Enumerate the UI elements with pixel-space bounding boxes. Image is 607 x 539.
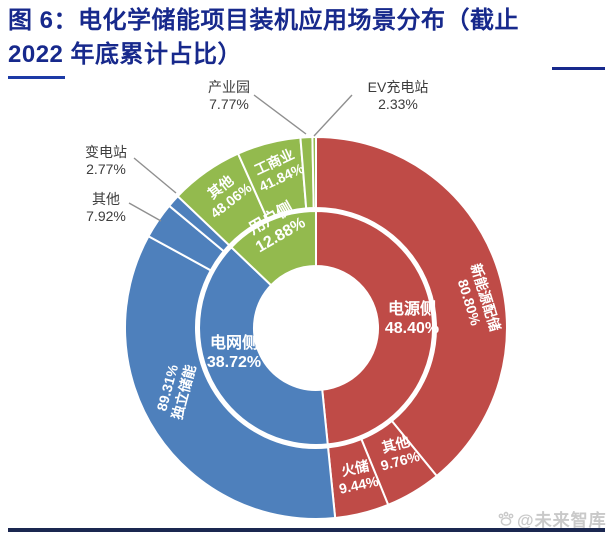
callout-industrial-park: 产业园 7.77% (208, 79, 250, 112)
decor-line-top-right (552, 67, 605, 70)
label-power-side: 电源侧 48.40% (384, 301, 440, 337)
outer-segment-新能源配储 (315, 135, 508, 478)
chart-wedges (124, 135, 508, 520)
leader-line-ev-charging (313, 94, 353, 137)
page-title-line1: 图 6：电化学储能项目装机应用场景分布（截止 (8, 7, 520, 34)
callout-ev-charging: EV充电站 2.33% (367, 79, 429, 112)
page-title-line2: 2022 年底累计占比） (8, 41, 243, 68)
watermark: @未来智库 (497, 506, 607, 531)
page-title: 图 6：电化学储能项目装机应用场景分布（截止 2022 年底累计占比） (8, 4, 600, 72)
leader-lines (128, 94, 353, 222)
inner-segment-电网侧 (198, 245, 329, 446)
title-underline (8, 76, 65, 79)
leader-line-substation (133, 157, 177, 194)
watermark-text: @未来智库 (517, 511, 607, 530)
outer-segment-独立储能 (124, 234, 337, 520)
callout-grid-other: 其他 7.92% (86, 191, 126, 224)
inner-segment-用户侧 (229, 209, 317, 287)
inner-segment-电源侧 (315, 209, 434, 446)
leader-line-industrial-park (253, 94, 307, 135)
watermark-paw-icon (498, 511, 514, 526)
callout-substation: 变电站 2.77% (85, 144, 127, 177)
leader-line-grid-other (128, 202, 162, 222)
label-grid-side: 电网侧 38.72% (206, 335, 262, 371)
decor-line-bottom (8, 528, 605, 532)
outer-segment-EV充电站 (311, 135, 317, 210)
